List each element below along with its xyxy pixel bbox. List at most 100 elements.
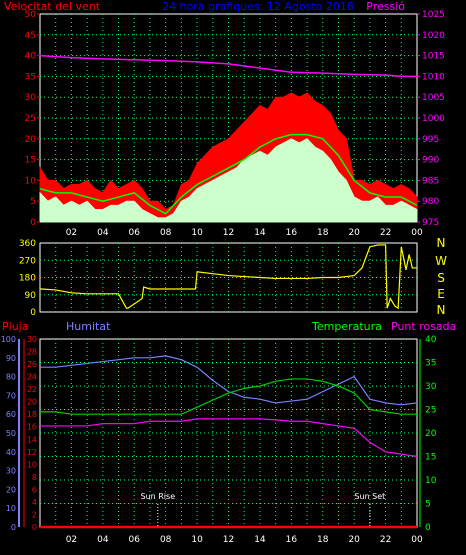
- rain-tick-label: 12: [27, 448, 37, 457]
- rain-tick-label: 20: [27, 398, 37, 407]
- time-tick-label: 02: [66, 228, 77, 238]
- rain-tick-label: 24: [27, 373, 37, 382]
- pressure-tick-label: 975: [422, 218, 439, 228]
- humidity-tick-label: 60: [6, 410, 16, 419]
- humidity-tick-label: 70: [6, 391, 16, 400]
- humidity-tick-label: 10: [6, 504, 16, 513]
- time-tick-label: 02: [66, 535, 77, 545]
- wind-speed-tick-label: 10: [25, 176, 37, 186]
- humidity-tick-label: 20: [6, 485, 16, 494]
- rain-label: Pluja: [2, 320, 28, 333]
- temperature-tick-label: 35: [425, 359, 436, 369]
- dewpoint-label: Punt rosada: [391, 320, 456, 333]
- wind-speed-tick-label: 40: [25, 52, 37, 62]
- wind-speed-tick-label: 25: [25, 114, 36, 124]
- temperature-tick-label: 5: [425, 500, 431, 510]
- rain-tick-label: 22: [27, 385, 37, 394]
- temperature-tick-label: 20: [425, 429, 437, 439]
- chart-title: 24 hora grafiques: 12 Agosto 2018: [162, 0, 354, 13]
- humidity-tick-label: 0: [11, 523, 16, 532]
- pressure-tick-label: 1020: [422, 31, 445, 41]
- direction-tick-label: 0: [30, 308, 36, 318]
- temperature-tick-label: 15: [425, 453, 436, 463]
- temperature-label: Temperatura: [311, 320, 382, 333]
- pressure-tick-label: 995: [422, 135, 439, 145]
- rain-tick-label: 10: [27, 460, 37, 469]
- pressure-tick-label: 985: [422, 176, 439, 186]
- wind-pressure-chart: 0510152025303540455097598098599099510001…: [25, 10, 446, 238]
- rain-tick-label: 16: [27, 423, 37, 432]
- rain-tick-label: 4: [32, 498, 37, 507]
- wind-average-line: [39, 133, 418, 215]
- rain-tick-label: 30: [27, 335, 37, 344]
- humidity-tick-label: 50: [6, 429, 16, 438]
- pressure-tick-label: 1010: [422, 72, 445, 82]
- time-tick-label: 18: [317, 535, 329, 545]
- time-tick-label: 12: [223, 228, 234, 238]
- direction-tick-label: 90: [25, 291, 37, 301]
- humidity-tick-label: 90: [6, 354, 16, 363]
- time-tick-label: 06: [129, 228, 141, 238]
- rain-tick-label: 26: [27, 360, 37, 369]
- rain-tick-label: 28: [27, 348, 37, 357]
- temperature-tick-label: 0: [425, 523, 431, 533]
- humidity-tick-label: 40: [6, 448, 16, 457]
- sun-marker-label: Sun Rise: [140, 492, 175, 501]
- wind-speed-tick-label: 0: [30, 218, 36, 228]
- time-tick-label: 08: [160, 535, 172, 545]
- wind-direction-line: [40, 244, 417, 310]
- pressure-tick-label: 1025: [422, 10, 445, 20]
- humidity-tick-label: 30: [6, 467, 16, 476]
- humidity-tick-label: 80: [6, 373, 16, 382]
- time-tick-label: 04: [97, 228, 109, 238]
- wind-speed-area: [39, 138, 418, 223]
- time-tick-label: 12: [223, 535, 234, 545]
- time-tick-label: 14: [254, 228, 266, 238]
- time-tick-label: 18: [317, 228, 329, 238]
- compass-label: E: [437, 287, 445, 301]
- time-tick-label: 22: [380, 535, 391, 545]
- pressure-tick-label: 980: [422, 197, 439, 207]
- temperature-tick-label: 10: [425, 476, 437, 486]
- compass-label: N: [437, 303, 446, 317]
- pressure-tick-label: 1005: [422, 93, 445, 103]
- time-tick-label: 10: [191, 228, 203, 238]
- temperature-tick-label: 25: [425, 406, 436, 416]
- temperature-line: [40, 378, 417, 415]
- time-tick-label: 04: [97, 535, 109, 545]
- compass-label: W: [435, 254, 447, 268]
- wind-speed-tick-label: 20: [25, 135, 37, 145]
- time-tick-label: 16: [286, 535, 298, 545]
- sun-marker-label: Sun Set: [354, 492, 385, 501]
- wind-speed-tick-label: 35: [25, 72, 36, 82]
- direction-tick-label: 270: [19, 256, 36, 266]
- compass-label: N: [437, 236, 446, 250]
- time-tick-label: 22: [380, 228, 391, 238]
- pressure-label: Pressió: [366, 0, 405, 13]
- time-tick-label: 16: [286, 228, 298, 238]
- rain-tick-label: 8: [32, 473, 37, 482]
- time-tick-label: 10: [191, 535, 203, 545]
- rain-tick-label: 2: [32, 510, 37, 519]
- pressure-tick-label: 990: [422, 156, 439, 166]
- direction-tick-label: 360: [19, 239, 36, 249]
- time-tick-label: 00: [411, 535, 423, 545]
- temperature-tick-label: 30: [425, 382, 437, 392]
- time-tick-label: 00: [411, 228, 423, 238]
- pressure-tick-label: 1015: [422, 52, 445, 62]
- humidity-temperature-chart: Sun Rise Sun Set0102030405060708090100024…: [1, 335, 437, 545]
- wind-speed-tick-label: 30: [25, 93, 37, 103]
- wind-speed-tick-label: 5: [30, 197, 36, 207]
- pressure-line: [39, 54, 417, 78]
- time-tick-label: 20: [348, 535, 360, 545]
- pressure-tick-label: 1000: [422, 114, 445, 124]
- wind-speed-label: Velocitat del vent: [4, 0, 101, 13]
- time-tick-label: 20: [348, 228, 360, 238]
- direction-tick-label: 180: [19, 274, 36, 284]
- humidity-tick-label: 100: [1, 335, 16, 344]
- rain-tick-label: 18: [27, 410, 37, 419]
- wind-speed-tick-label: 15: [25, 156, 36, 166]
- time-tick-label: 14: [254, 535, 266, 545]
